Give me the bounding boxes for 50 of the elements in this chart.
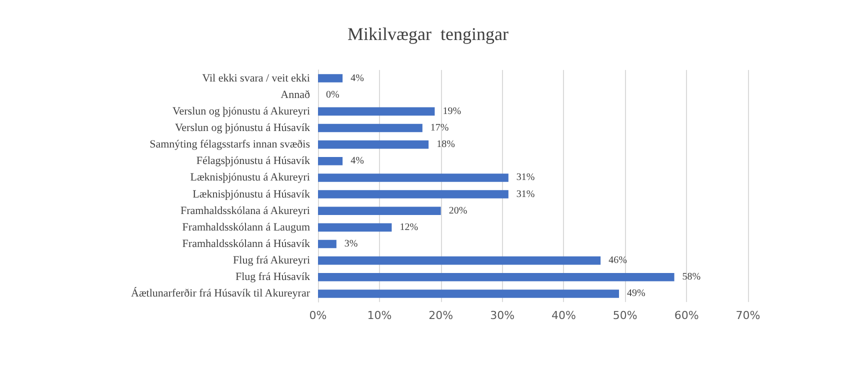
x-tick-label: 10%: [367, 309, 392, 322]
data-label: 31%: [516, 188, 535, 200]
x-tick-label: 20%: [428, 309, 454, 322]
y-tick-label: Félagsþjónustu á Húsavík: [196, 155, 310, 168]
bar: [318, 273, 674, 282]
data-label: 3%: [344, 238, 358, 250]
bar: [318, 206, 441, 215]
data-label: 20%: [448, 205, 468, 216]
data-label: 46%: [608, 255, 627, 266]
y-tick-label: Vil ekki svara / veit ekki: [202, 72, 310, 84]
data-label: 12%: [400, 222, 418, 233]
x-tick-label: 50%: [612, 309, 638, 322]
data-label: 0%: [326, 89, 340, 100]
y-tick-label: Framhaldsskólann á Húsavík: [182, 238, 310, 250]
bar: [318, 174, 508, 182]
y-tick-label: Læknisþjónustu á Akureyri: [190, 172, 310, 184]
bar: [318, 157, 343, 166]
y-tick-label: Verslun og þjónustu á Akureyri: [172, 105, 310, 118]
data-label: 58%: [682, 272, 701, 283]
y-tick-label: Flug frá Akureyri: [233, 254, 310, 267]
data-label: 4%: [350, 72, 364, 84]
bar: [318, 290, 619, 298]
x-tick-label: 30%: [490, 309, 515, 322]
data-label: 31%: [516, 172, 535, 184]
x-tick-label: 40%: [551, 309, 576, 322]
x-tick-label: 0%: [309, 309, 327, 322]
data-label: 19%: [442, 106, 462, 117]
bar: [318, 140, 429, 149]
y-tick-label: Samnýting félagsstarfs innan svæðis: [150, 138, 310, 151]
y-tick-label: Framhaldsskólana á Akureyri: [180, 204, 310, 217]
bar: [318, 124, 422, 132]
y-tick-label: Annað: [280, 88, 310, 101]
y-tick-label: Áætlunarferðir frá Húsavík til Akureyrar: [131, 286, 310, 300]
bar: [318, 223, 392, 232]
bar: [318, 240, 336, 248]
y-tick-label: Læknisþjónustu á Húsavík: [192, 188, 310, 200]
data-label: 17%: [430, 122, 449, 134]
bar: [318, 256, 601, 265]
bar: [318, 107, 435, 116]
x-tick-label: 70%: [736, 309, 760, 322]
y-tick-label: Framhaldsskólann á Laugum: [182, 221, 310, 234]
y-tick-label: Verslun og þjónustu á Húsavík: [174, 122, 310, 134]
bar: [318, 190, 508, 198]
data-label: 49%: [627, 288, 646, 300]
y-tick-label: Flug frá Húsavík: [235, 271, 310, 284]
x-tick-label: 60%: [674, 309, 699, 322]
bar: [318, 74, 343, 82]
data-label: 18%: [436, 139, 455, 150]
chart-title: Mikilvægar tengingar: [348, 24, 508, 44]
data-label: 4%: [350, 156, 364, 167]
